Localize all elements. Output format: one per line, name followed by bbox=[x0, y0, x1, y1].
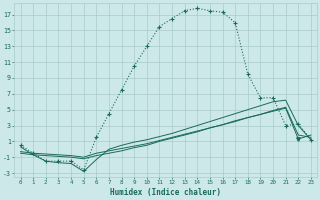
X-axis label: Humidex (Indice chaleur): Humidex (Indice chaleur) bbox=[110, 188, 221, 197]
